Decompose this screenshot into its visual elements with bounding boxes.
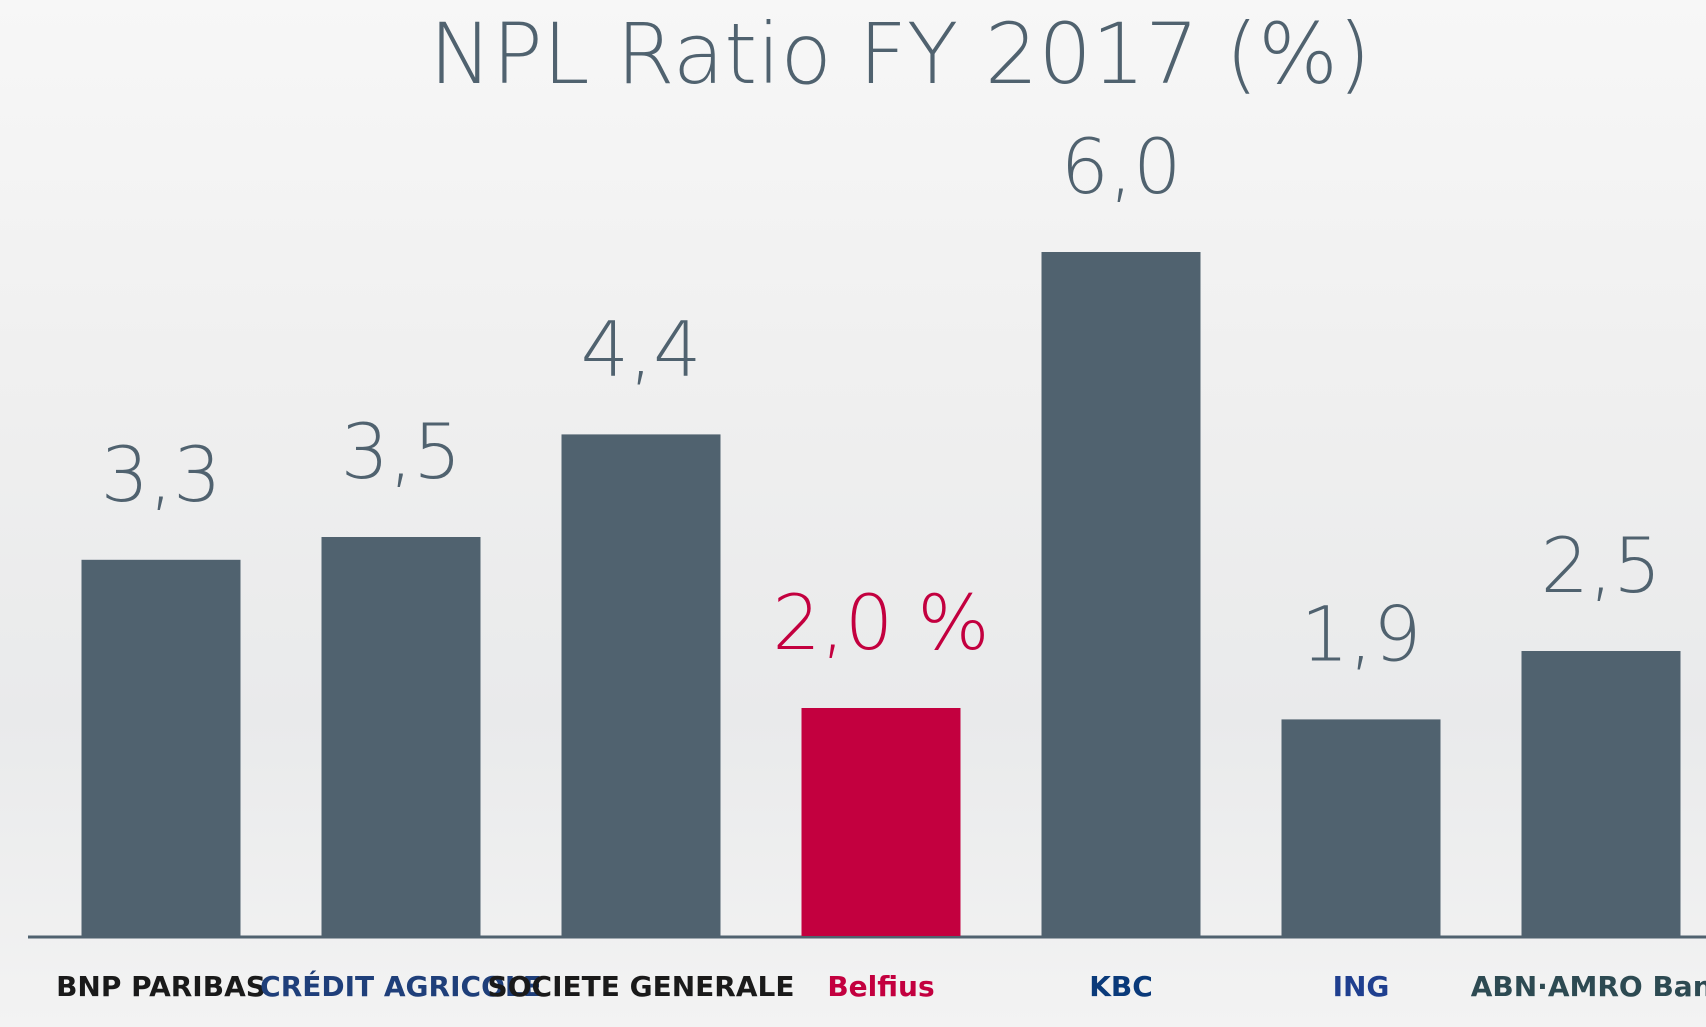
chart-title: NPL Ratio FY 2017 (%) bbox=[429, 5, 1371, 103]
category-label: BNP PARIBAS bbox=[56, 970, 266, 1003]
value-label: 1,9 bbox=[1301, 589, 1422, 678]
bar bbox=[561, 434, 721, 936]
bar bbox=[1041, 252, 1201, 936]
category-label: ABN·AMRO Bank bbox=[1471, 970, 1706, 1003]
bar bbox=[321, 537, 481, 936]
value-label: 2,0 % bbox=[772, 578, 989, 667]
bar bbox=[801, 708, 961, 936]
bar bbox=[1281, 719, 1441, 936]
category-label: KBC bbox=[1089, 970, 1153, 1003]
category-label: ING bbox=[1333, 970, 1390, 1003]
category-label: Belfius bbox=[827, 970, 934, 1003]
bar bbox=[81, 559, 241, 936]
value-label: 4,4 bbox=[581, 304, 702, 393]
value-label: 6,0 bbox=[1061, 122, 1182, 211]
value-label: 3,5 bbox=[341, 407, 462, 496]
bar bbox=[1521, 651, 1681, 936]
category-label: SOCIETE GENERALE bbox=[488, 970, 795, 1003]
value-label: 3,3 bbox=[101, 430, 222, 519]
value-label: 2,5 bbox=[1541, 521, 1662, 610]
category-label: CRÉDIT AGRICOLE bbox=[260, 969, 542, 1003]
